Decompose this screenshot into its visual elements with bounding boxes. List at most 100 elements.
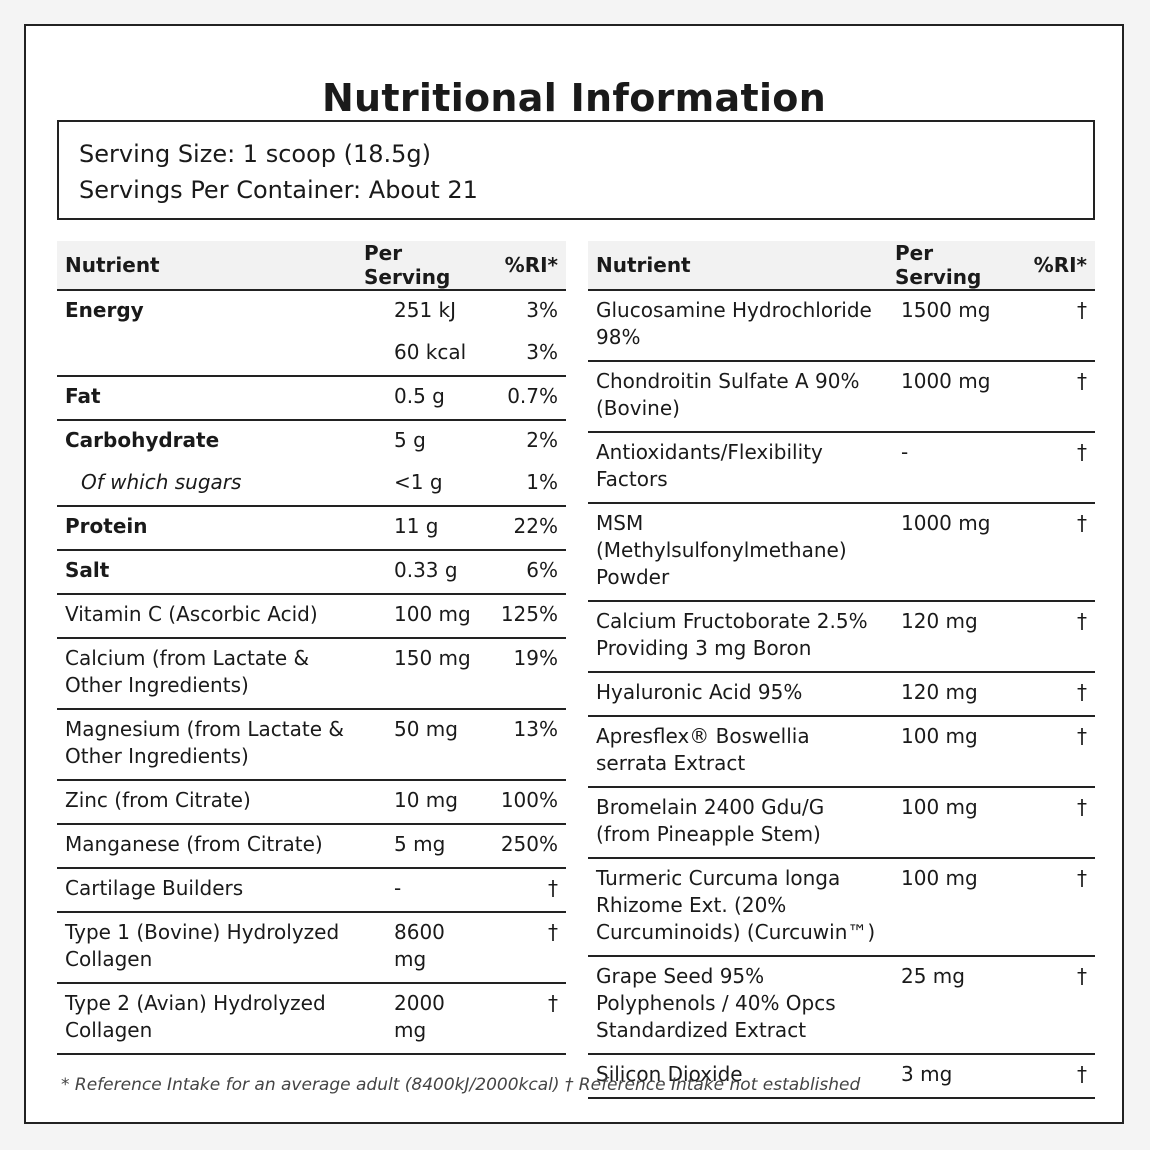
nutrient-name — [57, 333, 356, 377]
table-row: Magnesium (from Lactate & Other Ingredie… — [57, 709, 566, 781]
header-ri: %RI* — [1018, 241, 1095, 291]
table-row: 60 kcal 3% — [57, 333, 566, 377]
nutrient-table-right: Nutrient Per Serving %RI* Glucosamine Hy… — [588, 241, 1095, 1099]
nutrient-ri: † — [1018, 858, 1095, 957]
nutrient-amount: 8600 mg — [356, 912, 487, 984]
nutrient-amount: 1500 mg — [887, 290, 1018, 362]
nutrient-ri: † — [487, 983, 566, 1055]
table-row: Fat 0.5 g 0.7% — [57, 376, 566, 421]
nutrient-amount: 120 mg — [887, 672, 1018, 717]
table-header-row: Nutrient Per Serving %RI* — [588, 241, 1095, 291]
table-row: Carbohydrate 5 g 2% — [57, 420, 566, 463]
nutrient-ri: 19% — [487, 638, 566, 710]
table-row: Cartilage Builders - † — [57, 868, 566, 913]
nutrient-ri: † — [1018, 361, 1095, 433]
nutrient-name: Magnesium (from Lactate & Other Ingredie… — [57, 709, 356, 781]
table-row: Chondroitin Sulfate A 90% (Bovine) 1000 … — [588, 361, 1095, 433]
nutrient-ri: 0.7% — [487, 376, 566, 421]
header-per-serving: Per Serving — [887, 241, 1018, 291]
table-row: Energy 251 kJ 3% — [57, 290, 566, 333]
nutrient-name: Calcium (from Lactate & Other Ingredient… — [57, 638, 356, 710]
table-row: Antioxidants/Flexibility Factors - † — [588, 432, 1095, 504]
header-nutrient: Nutrient — [588, 241, 887, 291]
footnote: * Reference Intake for an average adult … — [61, 1075, 861, 1095]
nutrient-amount: 25 mg — [887, 956, 1018, 1055]
table-row: Calcium (from Lactate & Other Ingredient… — [57, 638, 566, 710]
nutrient-name: Energy — [65, 298, 144, 322]
nutrient-ri: 6% — [487, 550, 566, 595]
nutrient-ri: 3% — [487, 333, 566, 377]
table-row: Silicon Dioxide 3 mg † — [588, 1054, 1095, 1099]
table-row: Zinc (from Citrate) 10 mg 100% — [57, 780, 566, 825]
table-row: MSM (Methylsulfonylmethane) Powder 1000 … — [588, 503, 1095, 602]
nutrient-ri: † — [1018, 1054, 1095, 1099]
nutrient-amount: 1000 mg — [887, 361, 1018, 433]
nutrient-amount: 2000 mg — [356, 983, 487, 1055]
table-row: Salt 0.33 g 6% — [57, 550, 566, 595]
nutrient-amount: 100 mg — [887, 716, 1018, 788]
nutrient-amount: 50 mg — [356, 709, 487, 781]
nutrient-name: Carbohydrate — [65, 428, 220, 452]
nutrient-name: Glucosamine Hydrochloride 98% — [588, 290, 887, 362]
table-row: Hyaluronic Acid 95% 120 mg † — [588, 672, 1095, 717]
nutrient-name: Bromelain 2400 Gdu/G (from Pineapple Ste… — [588, 787, 887, 859]
nutrient-name: Calcium Fructoborate 2.5% Providing 3 mg… — [588, 601, 887, 673]
nutrient-amount: 1000 mg — [887, 503, 1018, 602]
nutrient-name: Type 1 (Bovine) Hydrolyzed Collagen — [57, 912, 356, 984]
nutrient-amount: 5 mg — [356, 824, 487, 869]
nutrient-table-left: Nutrient Per Serving %RI* Energy 251 kJ … — [57, 241, 566, 1055]
nutrient-name: Hyaluronic Acid 95% — [588, 672, 887, 717]
table-row: Vitamin C (Ascorbic Acid) 100 mg 125% — [57, 594, 566, 639]
nutrient-name: Protein — [57, 506, 356, 551]
nutrient-name: Fat — [57, 376, 356, 421]
nutrient-name: Manganese (from Citrate) — [57, 824, 356, 869]
nutrient-name: Chondroitin Sulfate A 90% (Bovine) — [588, 361, 887, 433]
table-row: Turmeric Curcuma longa Rhizome Ext. (20%… — [588, 858, 1095, 957]
nutrient-ri: 22% — [487, 506, 566, 551]
nutrient-ri: † — [487, 912, 566, 984]
table-row: Type 2 (Avian) Hydrolyzed Collagen 2000 … — [57, 983, 566, 1055]
table-row: Apresflex® Boswellia serrata Extract 100… — [588, 716, 1095, 788]
page-title: Nutritional Information — [321, 76, 827, 120]
nutrient-amount: 100 mg — [887, 787, 1018, 859]
serving-size: Serving Size: 1 scoop (18.5g) — [79, 140, 432, 168]
nutrient-name: Zinc (from Citrate) — [57, 780, 356, 825]
nutrient-amount: 0.33 g — [356, 550, 487, 595]
nutrient-name: Turmeric Curcuma longa Rhizome Ext. (20%… — [588, 858, 887, 957]
nutrient-name: Grape Seed 95% Polyphenols / 40% Opcs St… — [588, 956, 887, 1055]
table-row: Type 1 (Bovine) Hydrolyzed Collagen 8600… — [57, 912, 566, 984]
nutrient-amount: - — [887, 432, 1018, 504]
nutrient-amount: 3 mg — [887, 1054, 1018, 1099]
nutrient-ri: † — [1018, 432, 1095, 504]
nutrient-ri: 13% — [487, 709, 566, 781]
table-row: Protein 11 g 22% — [57, 506, 566, 551]
nutrient-amount: 10 mg — [356, 780, 487, 825]
nutrient-ri: 250% — [487, 824, 566, 869]
nutrition-panel: Nutritional Information Serving Size: 1 … — [24, 24, 1124, 1124]
header-nutrient: Nutrient — [57, 241, 356, 291]
nutrient-name: Cartilage Builders — [57, 868, 356, 913]
nutrient-name: Type 2 (Avian) Hydrolyzed Collagen — [57, 983, 356, 1055]
table-row: Calcium Fructoborate 2.5% Providing 3 mg… — [588, 601, 1095, 673]
nutrient-ri: † — [1018, 601, 1095, 673]
header-ri: %RI* — [487, 241, 566, 291]
table-row: Glucosamine Hydrochloride 98% 1500 mg † — [588, 290, 1095, 362]
table-header-row: Nutrient Per Serving %RI* — [57, 241, 566, 291]
nutrient-ri: † — [487, 868, 566, 913]
nutrient-amount: 60 kcal — [356, 333, 487, 377]
nutrient-name: Of which sugars — [57, 463, 356, 507]
nutrient-name: MSM (Methylsulfonylmethane) Powder — [588, 503, 887, 602]
nutrient-amount: 120 mg — [887, 601, 1018, 673]
nutrient-amount: 100 mg — [356, 594, 487, 639]
nutrient-amount: <1 g — [356, 463, 487, 507]
nutrient-name: Vitamin C (Ascorbic Acid) — [57, 594, 356, 639]
nutrient-name: Antioxidants/Flexibility Factors — [588, 432, 887, 504]
nutrient-amount: 0.5 g — [356, 376, 487, 421]
nutrient-amount: 11 g — [356, 506, 487, 551]
nutrient-ri: † — [1018, 503, 1095, 602]
nutrient-ri: † — [1018, 787, 1095, 859]
nutrient-ri: † — [1018, 716, 1095, 788]
table-row: Of which sugars <1 g 1% — [57, 463, 566, 507]
nutrient-ri: † — [1018, 956, 1095, 1055]
nutrient-ri: 1% — [487, 463, 566, 507]
